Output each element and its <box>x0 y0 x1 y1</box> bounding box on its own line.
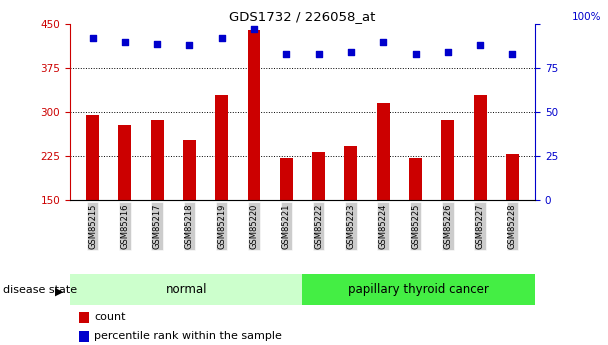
Bar <box>79 331 89 342</box>
Bar <box>70 274 302 305</box>
Text: GSM85222: GSM85222 <box>314 204 323 249</box>
Text: GSM85225: GSM85225 <box>411 204 420 249</box>
Point <box>185 42 195 48</box>
Title: GDS1732 / 226058_at: GDS1732 / 226058_at <box>229 10 376 23</box>
Bar <box>86 115 99 200</box>
Point <box>88 36 97 41</box>
Bar <box>247 30 260 200</box>
Text: GSM85215: GSM85215 <box>88 204 97 249</box>
Bar <box>280 158 293 200</box>
Text: disease state: disease state <box>3 285 77 295</box>
Text: GSM85218: GSM85218 <box>185 204 194 249</box>
Bar <box>215 95 228 200</box>
Bar <box>183 140 196 200</box>
Bar <box>474 95 486 200</box>
Text: GSM85221: GSM85221 <box>282 204 291 249</box>
Point <box>120 39 130 45</box>
Bar <box>119 125 131 200</box>
Bar <box>302 274 535 305</box>
Text: GSM85219: GSM85219 <box>217 204 226 249</box>
Bar <box>79 312 89 323</box>
Text: GSM85226: GSM85226 <box>443 204 452 249</box>
Point <box>282 51 291 57</box>
Text: GSM85220: GSM85220 <box>249 204 258 249</box>
Text: normal: normal <box>165 283 207 296</box>
Text: GSM85224: GSM85224 <box>379 204 388 249</box>
Text: GSM85223: GSM85223 <box>347 204 356 249</box>
Bar <box>151 120 164 200</box>
Point <box>346 50 356 55</box>
Text: GSM85216: GSM85216 <box>120 204 130 249</box>
Text: 100%: 100% <box>572 12 602 22</box>
Bar <box>506 154 519 200</box>
Bar <box>312 152 325 200</box>
Point <box>314 51 323 57</box>
Bar <box>441 120 454 200</box>
Text: percentile rank within the sample: percentile rank within the sample <box>94 331 282 341</box>
Point <box>443 50 453 55</box>
Text: GSM85227: GSM85227 <box>475 204 485 249</box>
Text: GSM85228: GSM85228 <box>508 204 517 249</box>
Bar <box>409 158 422 200</box>
Bar <box>345 146 358 200</box>
Bar <box>377 104 390 200</box>
Point <box>475 42 485 48</box>
Point <box>152 41 162 46</box>
Text: ▶: ▶ <box>55 287 64 296</box>
Text: papillary thyroid cancer: papillary thyroid cancer <box>348 283 489 296</box>
Point <box>508 51 517 57</box>
Text: count: count <box>94 312 126 322</box>
Point <box>378 39 388 45</box>
Point <box>249 27 259 32</box>
Text: GSM85217: GSM85217 <box>153 204 162 249</box>
Point <box>410 51 420 57</box>
Point <box>217 36 227 41</box>
